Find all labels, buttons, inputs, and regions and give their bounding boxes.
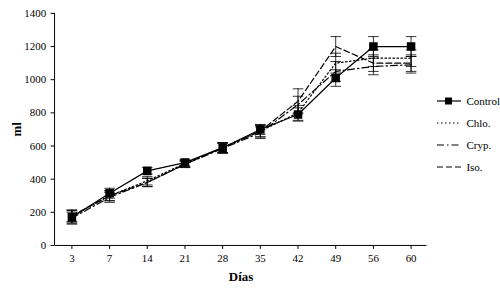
html-text:Cryp.: Cryp. bbox=[466, 139, 492, 151]
svg-text:56: 56 bbox=[368, 252, 379, 264]
svg-text:600: 600 bbox=[30, 140, 47, 152]
svg-text:42: 42 bbox=[293, 252, 304, 264]
svg-text:21: 21 bbox=[180, 252, 191, 264]
html-text:Control: Control bbox=[466, 95, 500, 107]
svg-text:800: 800 bbox=[30, 107, 47, 119]
svg-text:35: 35 bbox=[255, 252, 266, 264]
svg-text:ml: ml bbox=[10, 122, 24, 137]
svg-text:28: 28 bbox=[217, 252, 228, 264]
svg-text:200: 200 bbox=[30, 206, 47, 218]
svg-text:3: 3 bbox=[69, 252, 75, 264]
svg-text:400: 400 bbox=[30, 173, 47, 185]
svg-text:49: 49 bbox=[330, 252, 341, 264]
svg-text:0: 0 bbox=[41, 239, 47, 251]
svg-text:Días: Días bbox=[229, 270, 253, 284]
svg-text:60: 60 bbox=[406, 252, 417, 264]
html-text:Iso.: Iso. bbox=[466, 161, 483, 173]
html-text:Chlo.: Chlo. bbox=[466, 117, 491, 129]
svg-text:7: 7 bbox=[107, 252, 113, 264]
svg-text:1200: 1200 bbox=[24, 40, 46, 52]
svg-text:14: 14 bbox=[142, 252, 153, 264]
svg-text:1000: 1000 bbox=[24, 73, 46, 85]
svg-text:1400: 1400 bbox=[24, 7, 46, 19]
